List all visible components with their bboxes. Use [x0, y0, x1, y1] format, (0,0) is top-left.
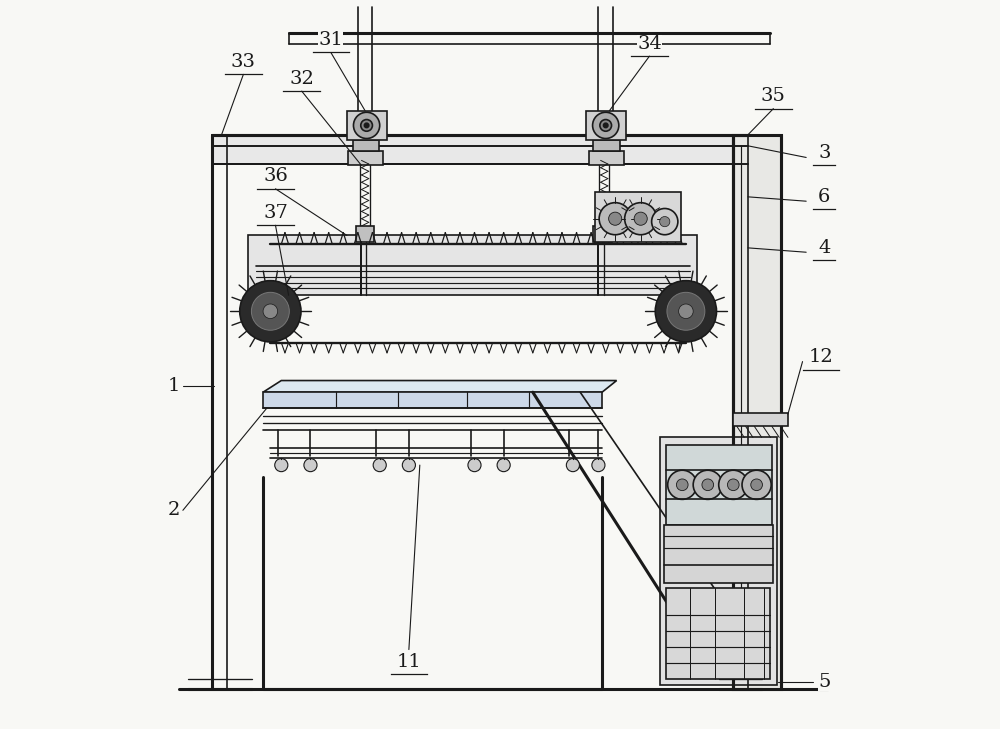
Bar: [593, 226, 612, 242]
Text: 32: 32: [289, 70, 314, 87]
Text: 2: 2: [167, 502, 180, 519]
Circle shape: [652, 208, 678, 235]
Circle shape: [364, 123, 369, 128]
Circle shape: [719, 470, 748, 499]
Text: 34: 34: [637, 35, 662, 52]
Circle shape: [263, 304, 278, 319]
Bar: [666, 588, 770, 679]
Circle shape: [373, 459, 386, 472]
Bar: [248, 235, 697, 295]
Circle shape: [497, 459, 510, 472]
Bar: [666, 445, 772, 525]
Text: 11: 11: [396, 653, 421, 671]
Bar: [660, 437, 777, 685]
Bar: [733, 135, 781, 689]
Circle shape: [679, 304, 693, 319]
Bar: [595, 192, 681, 242]
Circle shape: [693, 470, 722, 499]
Circle shape: [353, 112, 380, 139]
Circle shape: [676, 479, 688, 491]
Circle shape: [727, 479, 739, 491]
Bar: [353, 140, 379, 151]
Bar: [664, 525, 773, 583]
Text: 12: 12: [808, 348, 833, 366]
Bar: [586, 111, 626, 140]
Text: 5: 5: [818, 673, 831, 690]
Bar: [212, 135, 748, 164]
Circle shape: [275, 459, 288, 472]
Circle shape: [599, 203, 631, 235]
Circle shape: [304, 459, 317, 472]
Bar: [347, 111, 387, 140]
Circle shape: [667, 292, 705, 330]
Circle shape: [251, 292, 289, 330]
Circle shape: [751, 479, 762, 491]
Circle shape: [593, 112, 619, 139]
Text: 33: 33: [231, 53, 256, 71]
Text: 35: 35: [761, 87, 786, 105]
Text: 6: 6: [818, 188, 831, 206]
Circle shape: [668, 470, 697, 499]
Circle shape: [609, 212, 622, 225]
Circle shape: [655, 281, 717, 342]
Circle shape: [660, 217, 670, 227]
Bar: [593, 140, 620, 151]
Bar: [733, 413, 788, 426]
Text: 4: 4: [818, 239, 831, 257]
Circle shape: [361, 120, 372, 131]
Circle shape: [402, 459, 415, 472]
Circle shape: [468, 459, 481, 472]
Circle shape: [240, 281, 301, 342]
Circle shape: [634, 212, 647, 225]
Circle shape: [604, 123, 608, 128]
Text: 31: 31: [318, 31, 343, 49]
Bar: [589, 151, 624, 165]
Text: 36: 36: [263, 168, 288, 185]
Bar: [263, 392, 602, 408]
Text: 3: 3: [818, 144, 831, 162]
Circle shape: [566, 459, 579, 472]
Circle shape: [625, 203, 657, 235]
Bar: [348, 151, 383, 165]
Circle shape: [592, 459, 605, 472]
Bar: [356, 226, 374, 242]
Text: 1: 1: [167, 378, 180, 395]
Circle shape: [702, 479, 714, 491]
Text: 37: 37: [263, 204, 288, 222]
Circle shape: [742, 470, 771, 499]
Circle shape: [600, 120, 612, 131]
Polygon shape: [263, 381, 617, 392]
